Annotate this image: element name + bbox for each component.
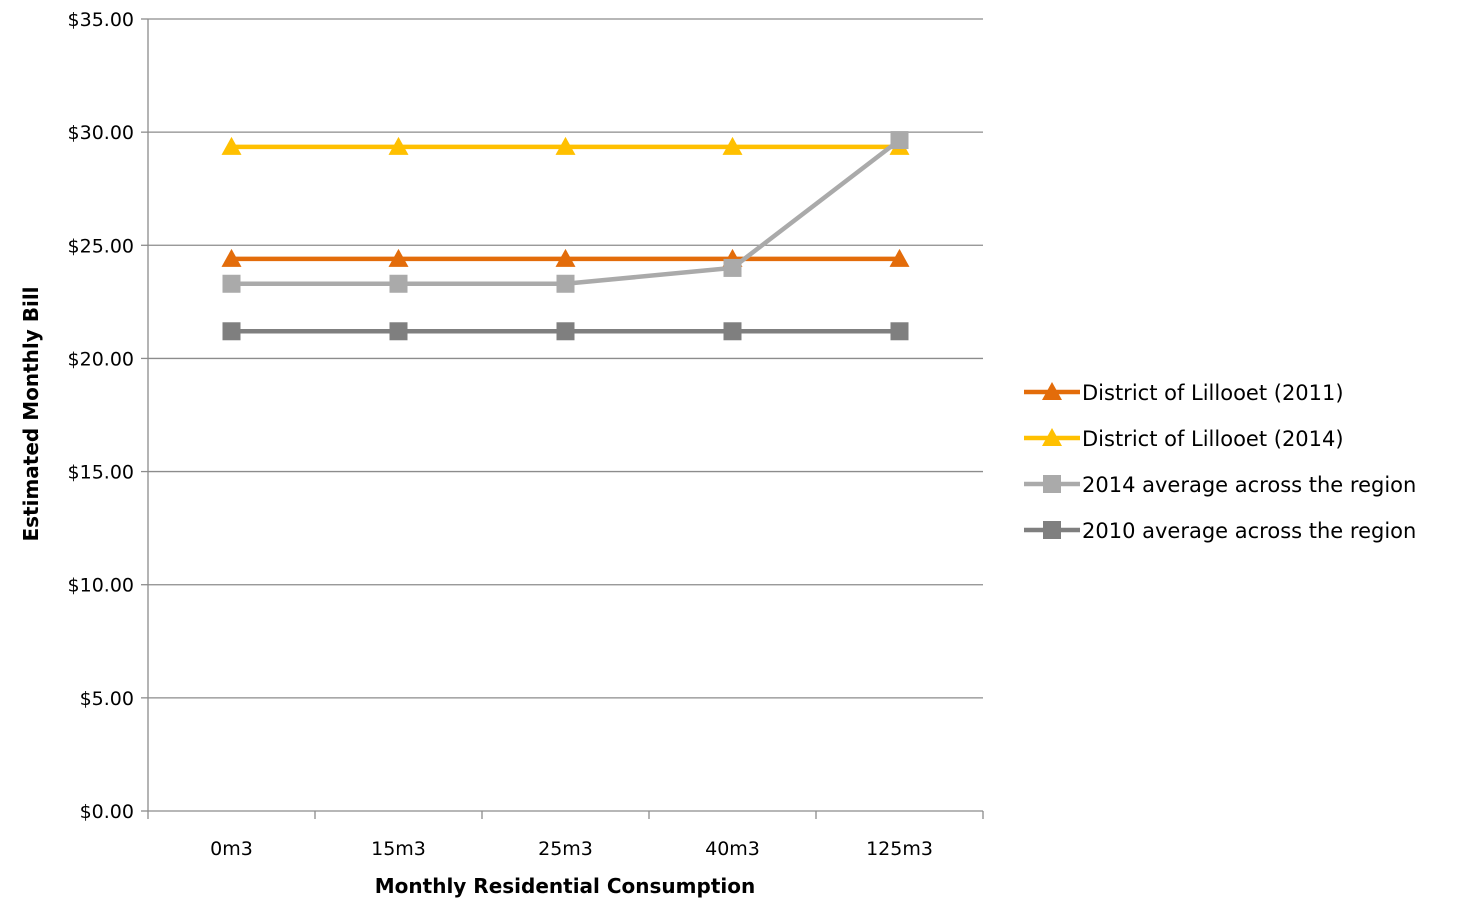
legend-label: District of Lillooet (2014) (1082, 427, 1344, 451)
y-tick-label: $10.00 (68, 575, 134, 597)
y-tick-label: $5.00 (80, 688, 134, 710)
data-point (388, 136, 409, 155)
series-4 (222, 322, 909, 341)
data-point (555, 248, 576, 267)
x-tick-label: 15m3 (371, 838, 426, 860)
legend-label: District of Lillooet (2011) (1082, 381, 1344, 405)
x-tick-label: 125m3 (866, 838, 933, 860)
y-tick-label: $15.00 (68, 462, 134, 484)
data-point (723, 322, 742, 341)
legend-marker (1043, 521, 1061, 539)
y-tick-label: $0.00 (80, 801, 134, 823)
data-point (389, 322, 408, 341)
data-point (222, 274, 241, 293)
data-point (889, 248, 910, 267)
legend-marker (1042, 382, 1062, 400)
x-tick-label: 40m3 (705, 838, 760, 860)
data-point (722, 136, 743, 155)
series-1 (221, 248, 910, 267)
series (221, 131, 910, 341)
x-tick-label: 0m3 (210, 838, 253, 860)
data-point (388, 248, 409, 267)
y-tick-label: $35.00 (68, 9, 134, 31)
legend-item: District of Lillooet (2014) (1024, 427, 1344, 451)
x-tick-labels: 0m3 15m3 25m3 40m3 125m3 (210, 838, 933, 860)
data-point (222, 322, 241, 341)
axes (141, 18, 984, 819)
y-tick-labels: $0.00 $5.00 $10.00 $15.00 $20.00 $25.00 $30.00… (68, 9, 134, 823)
legend-marker (1042, 428, 1062, 446)
x-tick-label: 25m3 (538, 838, 593, 860)
y-tick-label: $30.00 (68, 122, 134, 144)
data-point (221, 248, 242, 267)
data-point (221, 136, 242, 155)
legend-item: District of Lillooet (2011) (1024, 381, 1344, 405)
legend-item: 2010 average across the region (1024, 519, 1416, 543)
data-point (555, 136, 576, 155)
data-point (556, 274, 575, 293)
legend: District of Lillooet (2011) District of L… (1024, 381, 1416, 543)
data-point (890, 322, 909, 341)
legend-label: 2014 average across the region (1082, 473, 1416, 497)
x-axis-title: Monthly Residential Consumption (375, 874, 755, 898)
data-point (556, 322, 575, 341)
gridlines (148, 18, 983, 699)
y-axis-title: Estimated Monthly Bill (19, 286, 43, 541)
series-3 (222, 131, 909, 293)
data-point (723, 258, 742, 277)
series-2 (221, 136, 910, 155)
legend-marker (1043, 475, 1061, 493)
legend-label: 2010 average across the region (1082, 519, 1416, 543)
data-point (389, 274, 408, 293)
data-point (890, 131, 909, 150)
y-tick-label: $25.00 (68, 235, 134, 257)
y-tick-label: $20.00 (68, 348, 134, 370)
legend-item: 2014 average across the region (1024, 473, 1416, 497)
